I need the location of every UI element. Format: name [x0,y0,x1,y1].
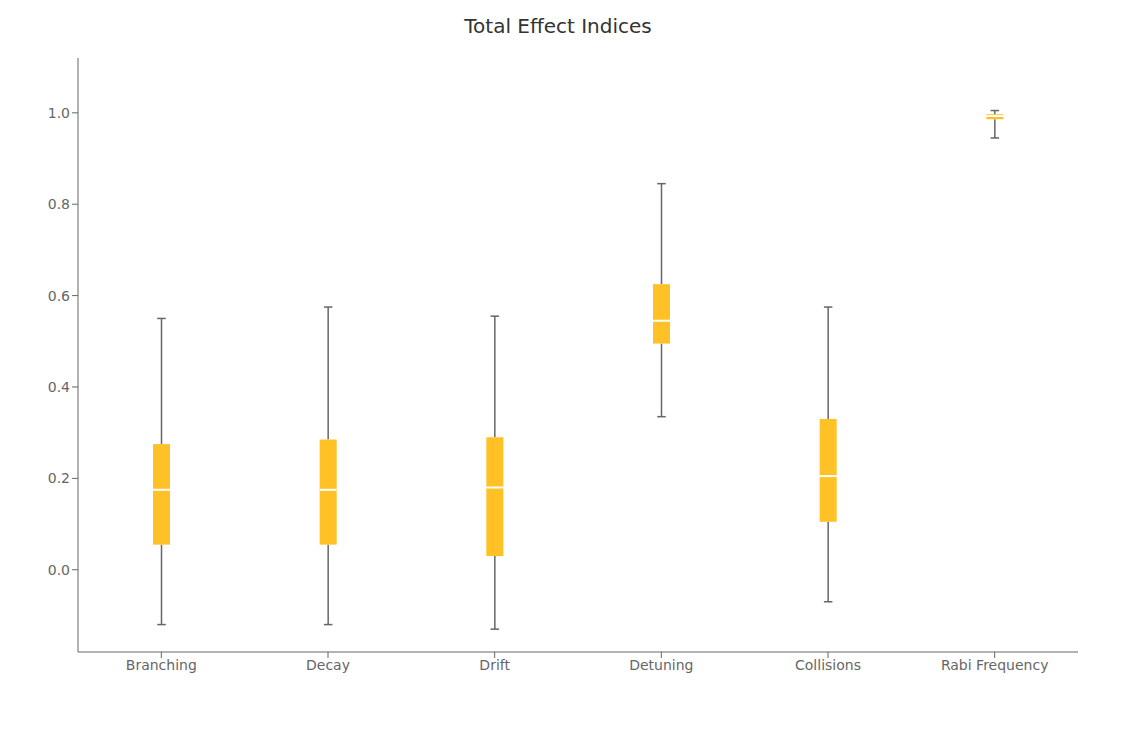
svg-text:0.2: 0.2 [48,470,70,486]
svg-text:Drift: Drift [479,657,510,673]
html-text:Total Effect Indices: Total Effect Indices [464,14,652,38]
svg-text:0.0: 0.0 [48,562,70,578]
svg-text:0.4: 0.4 [48,379,70,395]
svg-text:1.0: 1.0 [48,105,70,121]
svg-text:Branching: Branching [126,657,197,673]
svg-text:Decay: Decay [306,657,350,673]
svg-text:Collisions: Collisions [795,657,861,673]
svg-text:Detuning: Detuning [629,657,693,673]
svg-text:Rabi Frequency: Rabi Frequency [941,657,1049,673]
svg-text:0.8: 0.8 [48,196,70,212]
svg-text:0.6: 0.6 [48,288,70,304]
